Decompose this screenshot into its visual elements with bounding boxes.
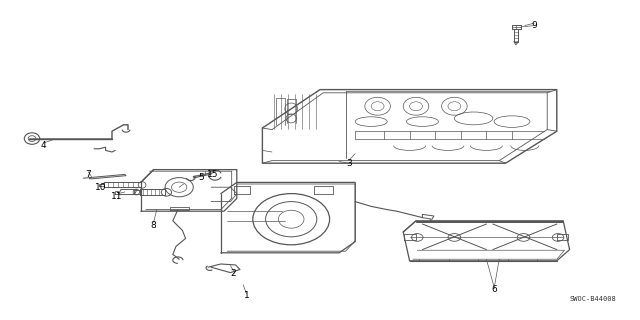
Text: 9: 9 xyxy=(532,21,537,30)
Text: 6: 6 xyxy=(492,285,497,294)
Text: 3: 3 xyxy=(346,159,351,168)
Text: 2: 2 xyxy=(231,269,236,278)
Text: 5: 5 xyxy=(199,173,204,182)
Text: 7: 7 xyxy=(86,170,91,179)
Text: 15: 15 xyxy=(207,170,219,179)
Text: 1: 1 xyxy=(244,292,249,300)
Text: 11: 11 xyxy=(111,192,123,201)
Text: SWOC-B44008: SWOC-B44008 xyxy=(570,296,616,302)
Text: 10: 10 xyxy=(95,183,107,192)
Text: 8: 8 xyxy=(151,221,156,230)
Text: 4: 4 xyxy=(41,141,46,150)
